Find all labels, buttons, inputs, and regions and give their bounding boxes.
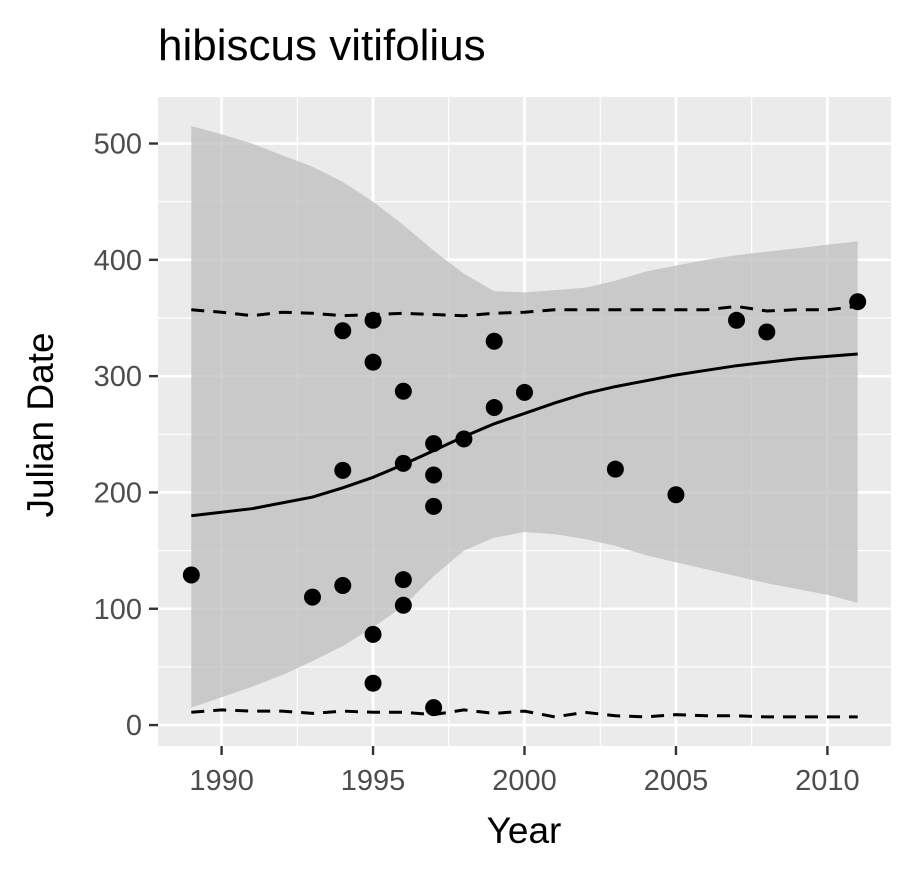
data-point — [364, 625, 382, 643]
data-point — [394, 571, 412, 589]
confidence-band — [191, 126, 858, 708]
y-tick-label: 500 — [94, 129, 142, 161]
data-point — [394, 596, 412, 614]
chart-title: hibiscus vitifolius — [158, 21, 486, 70]
x-tick-label: 2010 — [795, 765, 860, 797]
x-tick-label: 1995 — [341, 765, 406, 797]
x-tick-label: 2005 — [644, 765, 709, 797]
upper-quantile-line — [191, 304, 858, 318]
x-axis: 1990 1995 2000 2005 2010 — [189, 746, 860, 797]
data-point — [455, 430, 473, 448]
y-tick-label: 200 — [94, 477, 142, 509]
data-point — [334, 461, 352, 479]
data-point — [303, 588, 321, 606]
y-tick-label: 400 — [94, 245, 142, 277]
data-point — [849, 293, 867, 311]
data-point — [606, 460, 624, 478]
data-point — [758, 323, 776, 341]
data-point — [425, 466, 443, 484]
data-point — [485, 332, 503, 350]
y-axis: 0 100 200 300 400 500 — [94, 129, 158, 742]
fitted-trend-line — [191, 352, 858, 518]
x-tick-label: 1990 — [189, 765, 254, 797]
data-point — [728, 311, 746, 329]
data-point — [425, 699, 443, 717]
plot-panel — [158, 97, 891, 746]
data-point — [334, 576, 352, 594]
data-point — [485, 399, 503, 417]
y-tick-label: 100 — [94, 594, 142, 626]
data-point — [667, 486, 685, 504]
lower-quantile-line — [191, 708, 858, 719]
data-point — [394, 454, 412, 472]
data-points — [182, 293, 867, 717]
y-axis-title: Julian Date — [20, 332, 61, 517]
data-point — [364, 674, 382, 692]
data-point — [364, 311, 382, 329]
data-point — [425, 435, 443, 453]
data-point — [425, 497, 443, 515]
y-tick-label: 0 — [126, 710, 142, 742]
data-point — [182, 566, 200, 584]
x-axis-title: Year — [487, 810, 562, 851]
y-tick-label: 300 — [94, 361, 142, 393]
data-point — [364, 353, 382, 371]
data-point — [394, 382, 412, 400]
data-point — [334, 322, 352, 340]
x-tick-label: 2000 — [492, 765, 557, 797]
data-point — [516, 383, 533, 401]
